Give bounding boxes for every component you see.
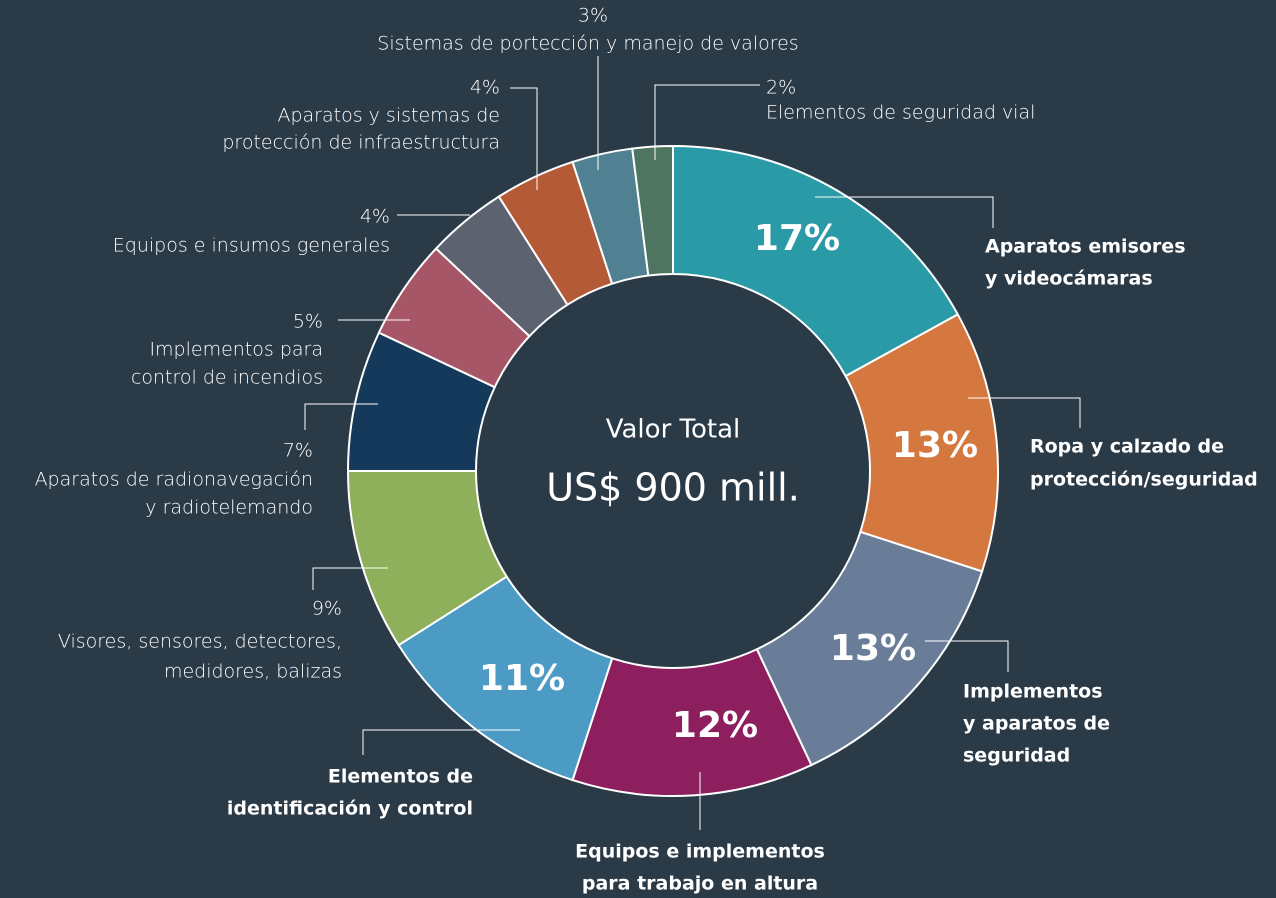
leader-line <box>304 403 378 430</box>
category-label: y radiotelemando <box>145 497 313 519</box>
category-label: seguridad <box>963 745 1070 767</box>
value-label: 4% <box>470 77 500 99</box>
center-title: Valor Total <box>606 415 741 445</box>
category-label: para trabajo en altura <box>582 873 818 895</box>
category-label: Equipos e insumos generales <box>113 235 390 257</box>
value-label: 2% <box>766 77 796 99</box>
value-label: 7% <box>283 440 313 462</box>
value-label: 13% <box>892 425 978 466</box>
leader-line <box>925 640 1009 672</box>
category-label: Aparatos emisores <box>985 236 1186 258</box>
category-label: Elementos de seguridad vial <box>766 102 1035 124</box>
category-label: Ropa y calzado de <box>1030 436 1224 458</box>
category-label: protección/seguridad <box>1030 469 1258 491</box>
center-value: US$ 900 mill. <box>546 466 800 510</box>
category-label: control de incendios <box>131 367 323 389</box>
category-label: Elementos de <box>328 766 473 788</box>
category-label: Sistemas de portección y manejo de valor… <box>377 33 798 55</box>
leader-line <box>968 397 1081 428</box>
leader-line <box>362 729 520 755</box>
category-label: medidores, balizas <box>164 661 342 683</box>
category-label: y videocámaras <box>985 268 1153 290</box>
category-label: Implementos para <box>149 339 323 361</box>
donut-segment <box>672 144 960 378</box>
category-label: Visores, sensores, detectores, <box>58 631 342 653</box>
category-label: y aparatos de <box>963 713 1110 735</box>
category-label: Aparatos de radionavegación <box>35 469 313 491</box>
value-label: 9% <box>312 598 342 620</box>
category-label: Implementos <box>963 681 1103 703</box>
category-label: Equipos e implementos <box>575 841 825 863</box>
leader-line <box>510 87 538 190</box>
leader-line <box>815 196 994 228</box>
value-label: 11% <box>479 658 565 699</box>
value-label: 3% <box>578 5 608 27</box>
value-label: 12% <box>672 705 758 746</box>
category-label: identificación y control <box>227 798 473 820</box>
leader-line <box>312 567 388 590</box>
donut-segment <box>631 144 674 277</box>
value-label: 17% <box>754 218 840 259</box>
value-label: 5% <box>293 311 323 333</box>
value-label: 4% <box>360 206 390 228</box>
category-label: Aparatos y sistemas de <box>277 105 500 127</box>
category-label: protección de infraestructura <box>222 132 500 154</box>
leader-line <box>654 84 760 160</box>
value-label: 13% <box>830 628 916 669</box>
